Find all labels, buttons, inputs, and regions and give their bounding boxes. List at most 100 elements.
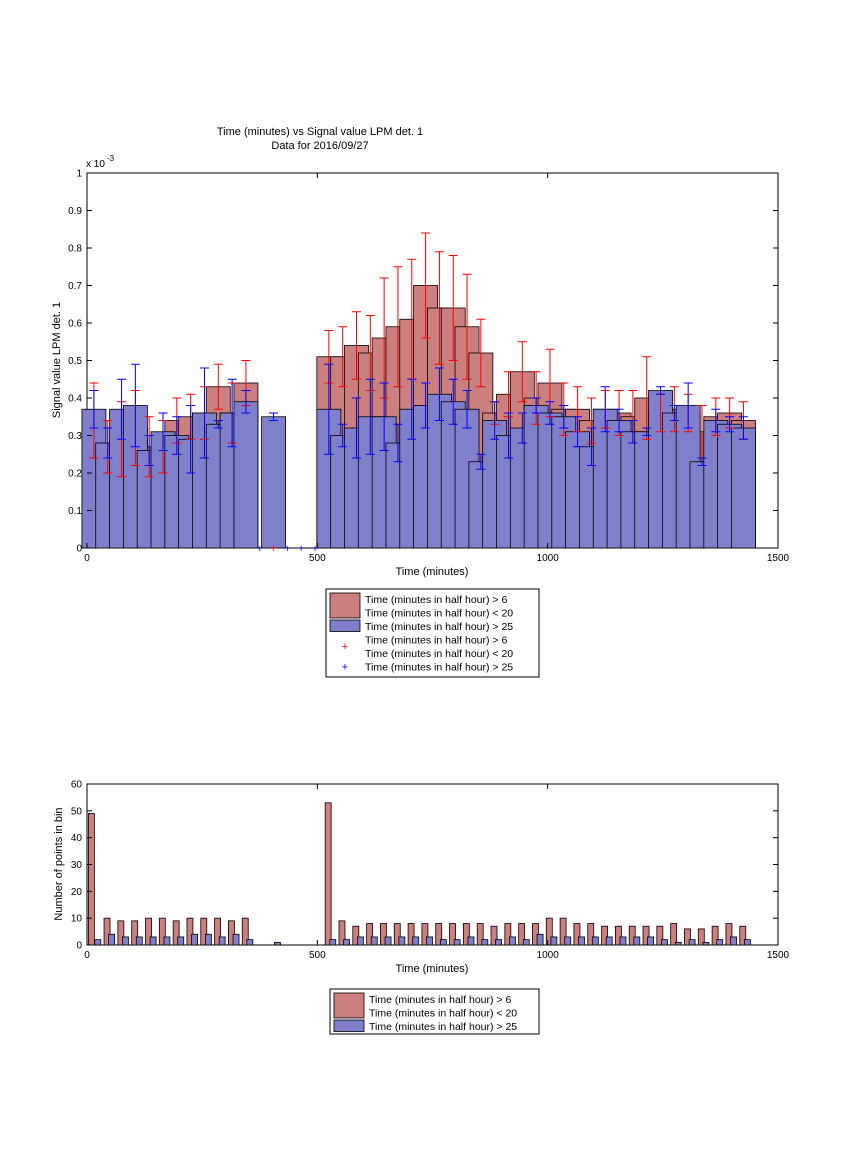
- bar: [564, 936, 572, 946]
- bar: [261, 416, 286, 549]
- bar: [370, 936, 378, 946]
- legend-label: Time (minutes in half hour) > 6: [369, 994, 511, 1006]
- y-tick-label: 0.8: [68, 244, 82, 255]
- legend-label: Time (minutes in half hour) < 20: [369, 1008, 517, 1020]
- legend-label: Time (minutes in half hour) > 25: [365, 621, 513, 633]
- x-axis-label: Time (minutes): [396, 963, 469, 975]
- y-tick-label: 30: [71, 860, 83, 871]
- zero-marker: +: [298, 544, 304, 555]
- bar: [605, 936, 613, 946]
- bar: [573, 923, 581, 946]
- bar: [633, 936, 641, 946]
- chart-title: Time (minutes) vs Signal value LPM det. …: [217, 126, 423, 138]
- bar: [619, 936, 627, 946]
- bar: [158, 917, 166, 946]
- y-tick-label: 20: [71, 887, 83, 898]
- x-tick-label: 1500: [767, 950, 790, 961]
- bar: [739, 925, 747, 946]
- bar: [241, 917, 249, 946]
- bar: [218, 936, 226, 946]
- bar: [366, 923, 374, 946]
- bar: [380, 923, 387, 946]
- bar: [246, 939, 254, 946]
- bar: [191, 933, 198, 946]
- legend-swatch: [329, 619, 361, 632]
- bar: [518, 923, 526, 946]
- y-tick-label: 0.2: [68, 469, 82, 480]
- bar: [578, 936, 585, 946]
- bar: [87, 813, 95, 946]
- bar: [233, 401, 259, 549]
- legend: Time (minutes in half hour) > 6 Time (min…: [325, 588, 540, 678]
- bar: [725, 923, 733, 946]
- zero-marker: +: [257, 544, 263, 555]
- y-tick-label: 0.1: [68, 506, 82, 517]
- bar: [614, 925, 622, 946]
- legend-label: Time (minutes in half hour) > 25: [369, 1021, 517, 1033]
- bar: [587, 923, 595, 946]
- bar: [172, 920, 180, 946]
- legend-swatch: [333, 992, 365, 1019]
- bar: [550, 936, 558, 946]
- y-multiplier: x 10: [86, 159, 105, 170]
- y-tick-label: 0: [76, 941, 82, 952]
- bar: [214, 917, 222, 946]
- legend-box: [329, 988, 540, 1035]
- bar: [670, 923, 678, 946]
- bar: [601, 925, 608, 946]
- y-tick-label: 60: [71, 780, 83, 791]
- legend-marker: +: [342, 641, 348, 653]
- bar: [730, 936, 737, 946]
- chart-subtitle: Data for 2016/09/27: [271, 140, 368, 152]
- y-axis-label: Signal value LPM det. 1: [51, 302, 63, 418]
- bar: [467, 936, 475, 946]
- bar: [449, 923, 456, 946]
- bar: [103, 917, 111, 946]
- bar: [642, 925, 650, 946]
- bar: [145, 917, 152, 946]
- y-axis-label: Number of points in bin: [53, 807, 65, 920]
- zero-marker: +: [312, 544, 318, 555]
- x-tick-label: 0: [84, 553, 90, 564]
- y-tick-label: 0.4: [68, 394, 82, 405]
- bar: [504, 923, 512, 946]
- bar: [163, 936, 171, 946]
- legend-label: Time (minutes in half hour) < 20: [365, 648, 513, 660]
- bar: [412, 936, 420, 946]
- bar: [743, 939, 751, 946]
- bar: [329, 939, 337, 946]
- bar: [352, 925, 360, 946]
- bar: [656, 925, 664, 946]
- bar: [439, 939, 447, 946]
- bar: [393, 923, 401, 946]
- bar: [135, 936, 143, 946]
- bar: [711, 925, 719, 946]
- legend-label: Time (minutes in half hour) > 6: [365, 594, 507, 606]
- x-tick-label: 500: [309, 950, 326, 961]
- bar: [462, 923, 470, 946]
- legend-box: [325, 588, 540, 678]
- bar: [716, 939, 724, 946]
- y-tick-label: 1: [76, 169, 82, 180]
- bar: [108, 933, 116, 946]
- y-tick-label: 0.6: [68, 319, 82, 330]
- bar: [357, 936, 364, 946]
- x-tick-label: 1000: [537, 553, 560, 564]
- x-tick-label: 0: [84, 950, 90, 961]
- y-tick-label: 40: [71, 833, 83, 844]
- zero-marker: +: [271, 544, 277, 555]
- bar: [117, 920, 125, 946]
- y-tick-label: 0.3: [68, 431, 82, 442]
- legend-swatch: [329, 592, 361, 619]
- bar: [232, 933, 240, 946]
- bar: [149, 936, 157, 946]
- bar: [228, 920, 235, 946]
- bar: [435, 923, 443, 946]
- legend-label: Time (minutes in half hour) < 20: [365, 608, 513, 620]
- bar: [661, 939, 668, 946]
- bar: [697, 928, 705, 946]
- bar: [481, 939, 489, 946]
- bar: [545, 917, 553, 946]
- bar: [647, 936, 655, 946]
